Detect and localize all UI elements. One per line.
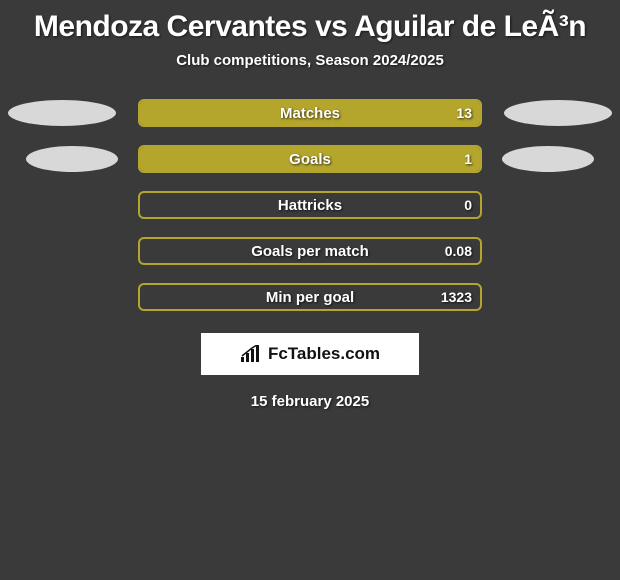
stat-label: Hattricks: [140, 193, 480, 217]
bars-icon: [240, 345, 262, 363]
stat-row: Matches13: [0, 99, 620, 127]
right-side: [502, 146, 614, 172]
stat-value: 0.08: [445, 239, 472, 263]
stat-bar: Goals per match0.08: [138, 237, 482, 265]
right-ellipse-icon: [502, 146, 594, 172]
stat-bar: Goals1: [138, 145, 482, 173]
stat-row: Min per goal1323: [0, 283, 620, 311]
stat-value: 0: [464, 193, 472, 217]
page-subtitle: Club competitions, Season 2024/2025: [0, 52, 620, 99]
stat-label: Goals per match: [140, 239, 480, 263]
stat-bar-fill: [140, 147, 480, 171]
right-side: [502, 100, 614, 126]
stat-row: Goals per match0.08: [0, 237, 620, 265]
left-side: [6, 146, 118, 172]
right-ellipse-icon: [504, 100, 612, 126]
stat-label: Min per goal: [140, 285, 480, 309]
stat-bar: Min per goal1323: [138, 283, 482, 311]
stat-bar: Hattricks0: [138, 191, 482, 219]
page-title: Mendoza Cervantes vs Aguilar de LeÃ³n: [0, 0, 620, 52]
stat-value: 1323: [441, 285, 472, 309]
branding-badge: FcTables.com: [201, 333, 419, 375]
left-ellipse-icon: [8, 100, 116, 126]
stat-rows: Matches13 Goals1 Hattricks0 Goals per match…: [0, 99, 620, 311]
page-date: 15 february 2025: [0, 393, 620, 410]
stat-bar: Matches13: [138, 99, 482, 127]
left-ellipse-icon: [26, 146, 118, 172]
stat-bar-fill: [140, 101, 480, 125]
stat-row: Goals1: [0, 145, 620, 173]
stat-row: Hattricks0: [0, 191, 620, 219]
left-side: [6, 100, 118, 126]
branding-text: FcTables.com: [268, 344, 380, 364]
